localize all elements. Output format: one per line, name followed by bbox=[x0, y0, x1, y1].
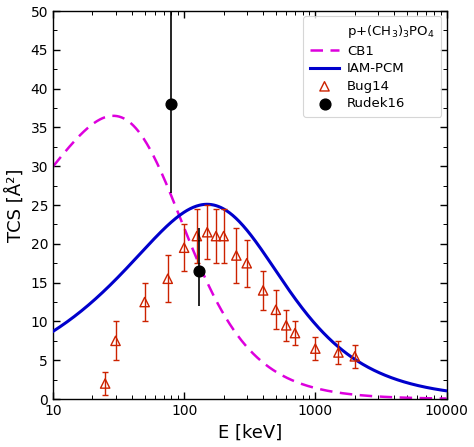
CB1 bbox=[444, 396, 449, 401]
Bug14 bbox=[272, 306, 280, 313]
CB1 bbox=[264, 363, 270, 368]
Y-axis label: TCS [Å²]: TCS [Å²] bbox=[6, 169, 25, 242]
X-axis label: E [keV]: E [keV] bbox=[218, 423, 282, 442]
Bug14 bbox=[291, 329, 299, 337]
IAM-PCM bbox=[285, 286, 291, 291]
IAM-PCM bbox=[444, 388, 449, 393]
IAM-PCM bbox=[374, 369, 379, 374]
Bug14 bbox=[259, 287, 267, 294]
Bug14 bbox=[335, 349, 342, 356]
CB1 bbox=[374, 394, 379, 399]
CB1 bbox=[111, 113, 117, 118]
IAM-PCM bbox=[238, 220, 244, 226]
CB1 bbox=[50, 164, 56, 169]
Rudek16 bbox=[195, 267, 203, 274]
IAM-PCM bbox=[264, 254, 270, 260]
Bug14 bbox=[112, 337, 119, 344]
Bug14 bbox=[193, 232, 201, 240]
Bug14 bbox=[243, 260, 251, 267]
Bug14 bbox=[164, 275, 172, 283]
Bug14 bbox=[233, 252, 240, 259]
CB1 bbox=[285, 375, 291, 381]
CB1 bbox=[238, 337, 244, 342]
IAM-PCM bbox=[435, 387, 441, 392]
Bug14 bbox=[101, 380, 109, 387]
Line: IAM-PCM: IAM-PCM bbox=[53, 204, 447, 391]
Bug14 bbox=[212, 232, 220, 240]
Line: CB1: CB1 bbox=[53, 116, 447, 399]
Bug14 bbox=[141, 299, 148, 306]
IAM-PCM bbox=[50, 329, 56, 334]
Rudek16 bbox=[168, 101, 175, 108]
Bug14 bbox=[220, 232, 228, 240]
IAM-PCM bbox=[240, 223, 246, 228]
Bug14 bbox=[283, 322, 290, 329]
IAM-PCM bbox=[204, 202, 210, 207]
CB1 bbox=[435, 396, 441, 401]
Bug14 bbox=[351, 353, 359, 360]
CB1 bbox=[240, 340, 246, 345]
Legend: p+(CH$_3$)$_3$PO$_4$, CB1, IAM-PCM, Bug14, Rudek16: p+(CH$_3$)$_3$PO$_4$, CB1, IAM-PCM, Bug1… bbox=[303, 17, 441, 117]
Bug14 bbox=[180, 244, 188, 251]
Bug14 bbox=[311, 345, 319, 352]
Bug14 bbox=[203, 228, 211, 236]
